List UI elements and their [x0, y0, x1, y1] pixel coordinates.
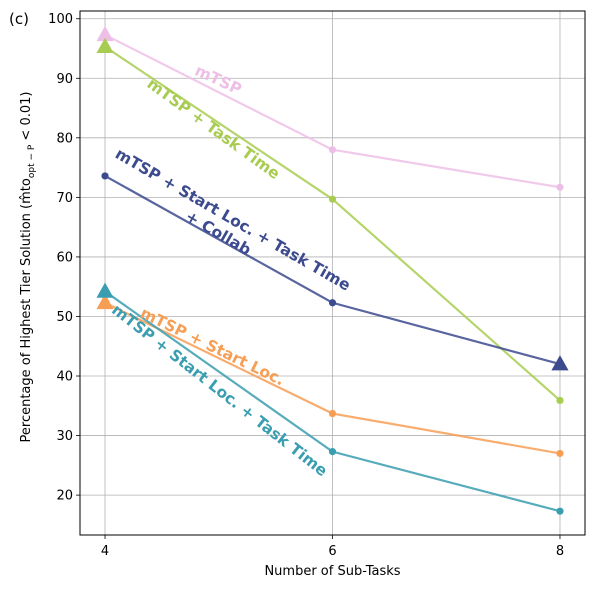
data-point-triangle — [96, 282, 114, 298]
data-point-triangle — [96, 25, 114, 42]
y-tick-label: 100 — [48, 12, 73, 27]
y-tick-label: 70 — [56, 191, 73, 206]
y-tick-label: 60 — [56, 250, 73, 265]
y-axis-label-subscript: opt − P — [27, 144, 37, 178]
y-tick-label: 40 — [56, 370, 73, 385]
data-point — [556, 449, 564, 458]
data-point-triangle — [96, 37, 114, 54]
series-layer — [96, 25, 569, 515]
data-point — [328, 146, 337, 154]
y-axis-label: Percentage of Highest Tier Solution (m̂t… — [19, 92, 37, 443]
x-tick-label: 8 — [556, 544, 564, 559]
data-point — [328, 448, 337, 456]
series-label-line: mTSP + Task Time — [144, 75, 284, 183]
ticks-layer: 4 6 8 20 30 40 50 60 70 80 90 100 — [48, 12, 564, 559]
y-tick-label: 90 — [56, 72, 73, 87]
y-axis-label-math: m̂to — [19, 178, 34, 204]
data-point — [556, 183, 564, 191]
series-label-line: mTSP + Start Loc. + Task Time — [108, 301, 331, 480]
data-point — [556, 396, 564, 405]
data-point — [328, 409, 337, 418]
x-axis-label: Number of Sub-Tasks — [264, 564, 400, 579]
panel-label: (c) — [9, 10, 29, 28]
x-tick-label: 6 — [328, 544, 336, 559]
series-label: mTSP + Start Loc. + Task Time+ Collab — [103, 145, 354, 311]
y-tick-label: 20 — [56, 489, 73, 504]
x-tick-label: 4 — [101, 544, 109, 559]
y-tick-label: 80 — [56, 131, 73, 146]
y-axis-label-main: Percentage of Highest Tier Solution ( — [19, 204, 34, 443]
series-label-line: mTSP + Start Loc. + Task Time — [112, 145, 353, 295]
data-point-triangle — [96, 293, 114, 310]
data-point — [101, 172, 109, 180]
y-axis-label-tail: < 0.01) — [19, 92, 34, 145]
data-point — [556, 507, 564, 515]
series-label: mTSP + Task Time — [144, 75, 284, 183]
series-label: mTSP + Start Loc. + Task Time — [108, 301, 331, 480]
data-point — [328, 299, 337, 307]
y-tick-label: 50 — [56, 310, 73, 325]
data-point-triangle — [551, 355, 569, 371]
data-point — [328, 195, 337, 203]
y-tick-label: 30 — [56, 429, 73, 444]
